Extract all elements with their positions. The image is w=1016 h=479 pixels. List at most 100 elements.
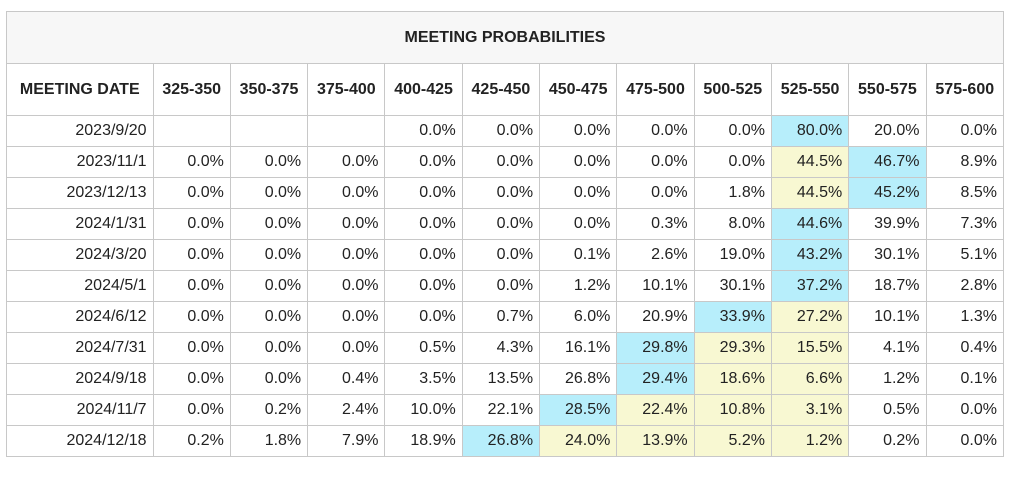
probability-cell: 0.1% (925, 363, 1005, 395)
probability-cell: 0.0% (307, 332, 386, 364)
probability-cell: 0.0% (461, 115, 541, 147)
probability-cell: 0.5% (384, 332, 463, 364)
meeting-date-cell: 2024/6/12 (6, 301, 154, 333)
probability-cell (307, 115, 386, 147)
column-header: 375-400 (307, 63, 386, 116)
probability-cell: 10.0% (384, 394, 463, 426)
probability-cell: 6.0% (539, 301, 618, 333)
meeting-date-cell: 2024/5/1 (6, 270, 154, 302)
probability-cell: 19.0% (693, 239, 772, 271)
probability-cell: 46.7% (848, 146, 927, 178)
probability-cell: 0.0% (307, 239, 386, 271)
meeting-date-cell: 2024/12/18 (6, 425, 154, 457)
probability-cell: 22.1% (461, 394, 541, 426)
probability-cell: 0.0% (229, 208, 309, 240)
probability-cell: 1.8% (693, 177, 772, 209)
probability-cell: 0.0% (384, 239, 463, 271)
probability-cell: 0.2% (152, 425, 231, 457)
probability-cell: 2.6% (616, 239, 695, 271)
probability-cell: 0.4% (925, 332, 1005, 364)
probability-cell: 27.2% (770, 301, 850, 333)
meeting-date-cell: 2023/12/13 (6, 177, 154, 209)
table-row: 2024/6/12 0.0% 0.0% 0.0% 0.0% 0.7% 6.0% 20.9% 33… (6, 301, 1005, 333)
probability-cell: 28.5% (539, 394, 618, 426)
probability-cell: 1.2% (848, 363, 927, 395)
probability-cell: 0.0% (384, 208, 463, 240)
meeting-date-cell: 2024/9/18 (6, 363, 154, 395)
meeting-date-cell: 2024/7/31 (6, 332, 154, 364)
probability-cell: 0.0% (384, 146, 463, 178)
probability-cell: 0.0% (307, 270, 386, 302)
table-row: 2023/11/1 0.0% 0.0% 0.0% 0.0% 0.0% 0.0% 0.0% 0.0… (6, 146, 1005, 178)
probability-cell: 0.0% (229, 146, 309, 178)
probability-cell: 0.0% (616, 115, 695, 147)
probability-cell: 0.2% (229, 394, 309, 426)
probability-cell: 0.4% (307, 363, 386, 395)
column-header-row: MEETING DATE 325-350 350-375 375-400 400-42… (6, 63, 1005, 116)
column-header: 525-550 (770, 63, 850, 116)
table-row: 2023/12/13 0.0% 0.0% 0.0% 0.0% 0.0% 0.0% 0.0% 1.… (6, 177, 1005, 209)
probability-cell: 0.7% (461, 301, 541, 333)
probability-cell: 0.0% (152, 301, 231, 333)
probability-cell: 0.0% (461, 270, 541, 302)
probability-cell: 0.0% (229, 239, 309, 271)
probability-cell: 0.0% (539, 208, 618, 240)
probability-cell: 0.2% (848, 425, 927, 457)
meeting-date-cell: 2023/11/1 (6, 146, 154, 178)
probability-cell: 3.1% (770, 394, 850, 426)
probability-cell: 39.9% (848, 208, 927, 240)
probability-cell: 0.0% (307, 301, 386, 333)
probability-cell: 7.9% (307, 425, 386, 457)
probability-cell: 3.5% (384, 363, 463, 395)
probability-cell: 0.0% (152, 146, 231, 178)
meeting-date-cell: 2024/3/20 (6, 239, 154, 271)
probability-cell: 0.0% (925, 394, 1005, 426)
probability-cell: 30.1% (848, 239, 927, 271)
probabilities-table-container: MEETING PROBABILITIES MEETING DATE 325-3… (6, 11, 1005, 457)
probability-cell: 44.5% (770, 146, 850, 178)
probability-cell: 26.8% (461, 425, 541, 457)
probability-cell (152, 115, 231, 147)
probability-cell: 18.6% (693, 363, 772, 395)
probability-cell: 20.9% (616, 301, 695, 333)
probability-cell: 0.0% (616, 177, 695, 209)
probability-cell: 33.9% (693, 301, 772, 333)
meeting-date-cell: 2024/1/31 (6, 208, 154, 240)
probability-cell: 1.8% (229, 425, 309, 457)
probability-cell: 29.3% (693, 332, 772, 364)
column-header: 325-350 (152, 63, 231, 116)
probability-cell: 1.3% (925, 301, 1005, 333)
probability-cell: 0.0% (152, 332, 231, 364)
table-row: 2024/9/18 0.0% 0.0% 0.4% 3.5% 13.5% 26.8% 29.4%… (6, 363, 1005, 395)
meeting-date-header: MEETING DATE (6, 63, 154, 116)
column-header: 350-375 (229, 63, 309, 116)
probability-cell: 0.0% (152, 270, 231, 302)
probability-cell: 0.3% (616, 208, 695, 240)
probability-cell: 29.8% (616, 332, 695, 364)
column-header: 550-575 (848, 63, 927, 116)
probability-cell: 0.0% (152, 363, 231, 395)
probability-cell: 2.4% (307, 394, 386, 426)
probability-cell: 80.0% (770, 115, 850, 147)
probability-cell: 0.1% (539, 239, 618, 271)
probability-cell: 44.6% (770, 208, 850, 240)
probability-cell: 0.0% (152, 239, 231, 271)
table-row: 2024/11/7 0.0% 0.2% 2.4% 10.0% 22.1% 28.5% 22.4… (6, 394, 1005, 426)
table-row: 2023/9/20 0.0% 0.0% 0.0% 0.0% 0.0% 80.0% 20.0% 0… (6, 115, 1005, 147)
column-header: 425-450 (461, 63, 541, 116)
table-row: 2024/7/31 0.0% 0.0% 0.0% 0.5% 4.3% 16.1% 29.8% 2… (6, 332, 1005, 364)
probability-cell: 10.1% (848, 301, 927, 333)
probability-cell: 43.2% (770, 239, 850, 271)
meeting-probabilities-table: MEETING PROBABILITIES MEETING DATE 325-3… (6, 11, 1005, 457)
probability-cell: 2.8% (925, 270, 1005, 302)
table-row: 2024/1/31 0.0% 0.0% 0.0% 0.0% 0.0% 0.0% 0.3% 8.0… (6, 208, 1005, 240)
probability-cell (229, 115, 309, 147)
column-header: 450-475 (539, 63, 618, 116)
probability-cell: 10.1% (616, 270, 695, 302)
probability-cell: 37.2% (770, 270, 850, 302)
probability-cell: 13.5% (461, 363, 541, 395)
probability-cell: 0.0% (539, 177, 618, 209)
probability-cell: 0.0% (539, 146, 618, 178)
table-row: 2024/5/1 0.0% 0.0% 0.0% 0.0% 0.0% 1.2% 10.1% 30.… (6, 270, 1005, 302)
probability-cell: 24.0% (539, 425, 618, 457)
